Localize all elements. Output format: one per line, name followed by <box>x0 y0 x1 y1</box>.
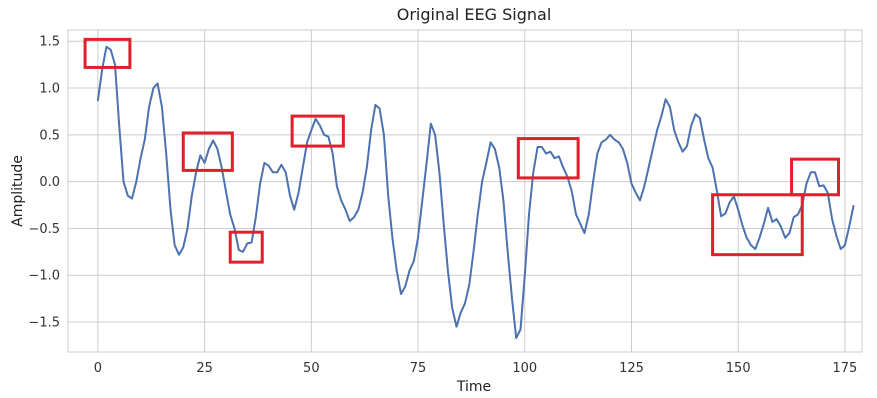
y-tick-label: 1.5 <box>39 35 60 50</box>
x-tick-label: 75 <box>410 361 427 376</box>
x-axis-title: Time <box>456 379 491 395</box>
y-tick-label: −0.5 <box>28 222 60 237</box>
series-layer <box>96 45 855 339</box>
chart-title: Original EEG Signal <box>397 5 552 24</box>
y-tick-label: 0.5 <box>39 128 60 143</box>
x-tick-label: 0 <box>94 361 102 376</box>
x-tick-label: 50 <box>303 361 320 376</box>
highlight-box <box>290 114 345 148</box>
highlight-box <box>181 131 234 172</box>
x-tick-label: 150 <box>726 361 751 376</box>
highlight-box <box>790 157 841 197</box>
highlight-box <box>228 230 264 264</box>
x-tick-label: 25 <box>196 361 213 376</box>
highlight-box <box>711 193 804 257</box>
y-tick-label: 0.0 <box>39 175 60 190</box>
grid-lines <box>67 29 863 353</box>
eeg-signal-line <box>96 45 855 339</box>
x-tick-label: 100 <box>512 361 537 376</box>
y-tick-label: −1.0 <box>28 269 60 284</box>
highlight-boxes <box>83 37 841 264</box>
highlight-box <box>516 137 580 180</box>
tick-labels: 0 25 50 75 100 125 150 175 −1.5 −1.0 −0.5 0.0 0.5 1.0… <box>28 35 857 376</box>
highlight-box <box>83 37 132 69</box>
y-tick-label: 1.0 <box>39 82 60 97</box>
y-tick-label: −1.5 <box>28 316 60 331</box>
x-tick-label: 125 <box>619 361 644 376</box>
x-tick-label: 175 <box>833 361 858 376</box>
y-axis-title: Amplitude <box>10 155 26 227</box>
plot-frame <box>67 29 863 353</box>
